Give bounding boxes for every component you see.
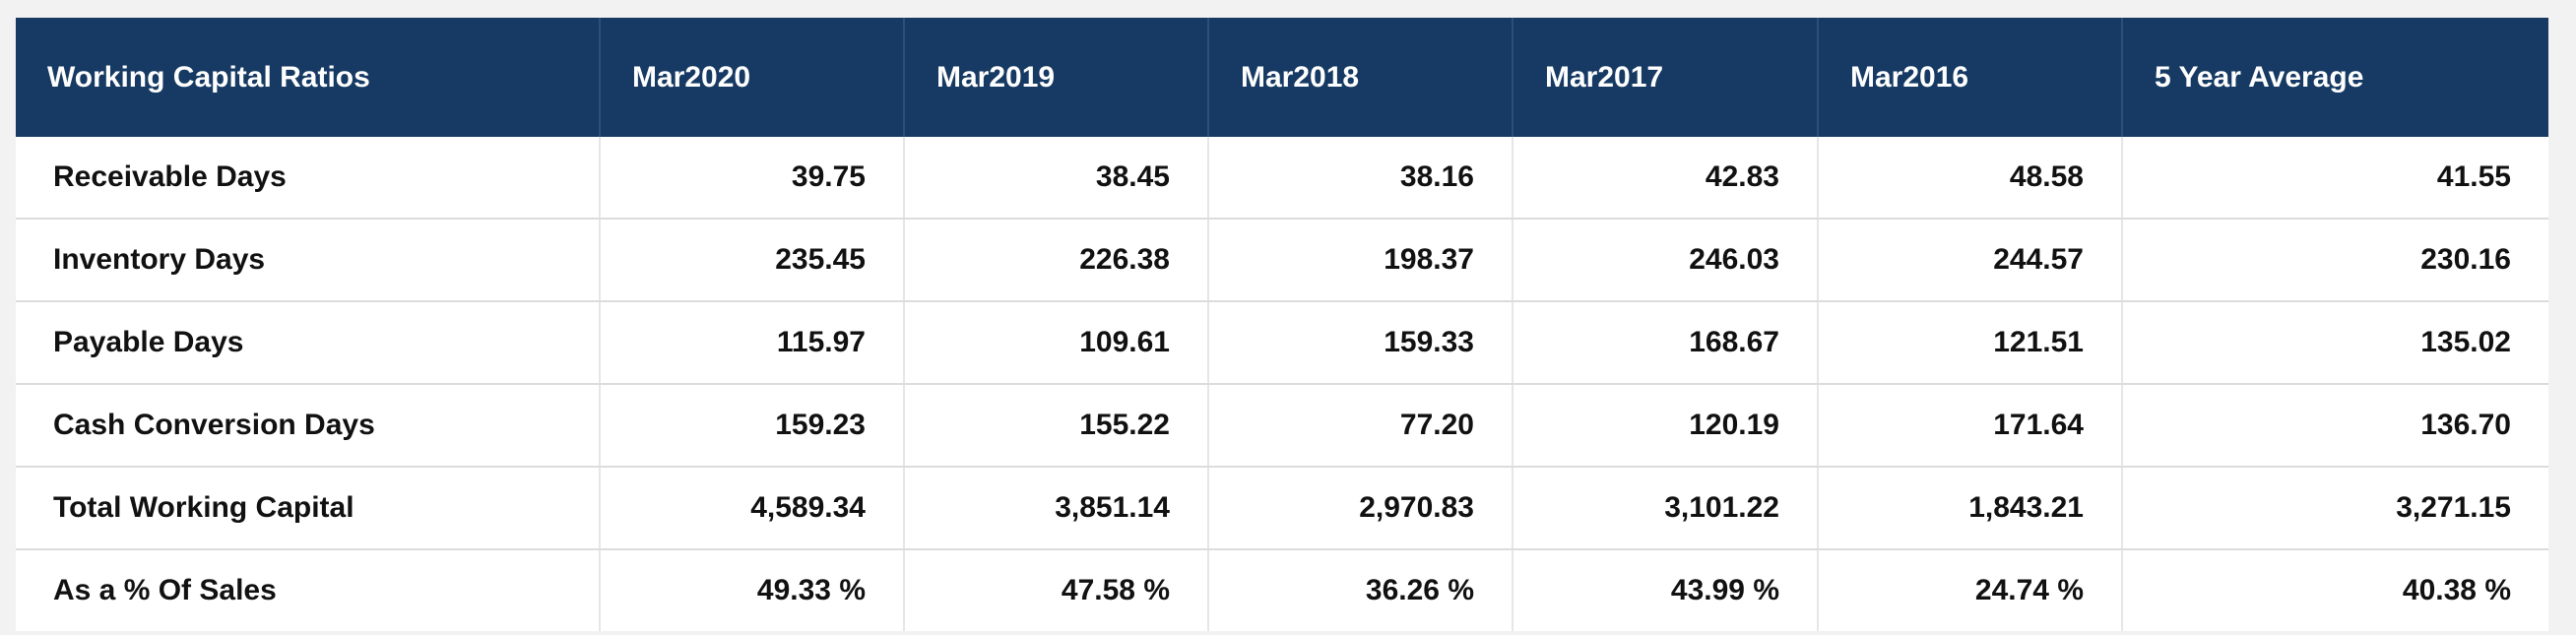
- table-cell: 159.33: [1208, 301, 1513, 385]
- table-cell: 2,970.83: [1208, 467, 1513, 550]
- header-mar2017: Mar2017: [1513, 18, 1819, 137]
- table-cell: 39.75: [600, 137, 905, 220]
- working-capital-table-container: Working Capital Ratios Mar2020 Mar2019 M…: [16, 18, 2548, 631]
- header-row: Working Capital Ratios Mar2020 Mar2019 M…: [16, 18, 2548, 137]
- table-cell: 235.45: [600, 219, 905, 302]
- table-cell: 226.38: [904, 219, 1209, 302]
- table-body: Receivable Days 39.75 38.45 38.16 42.83 …: [16, 137, 2548, 631]
- table-cell: 171.64: [1818, 384, 2123, 468]
- table-cell: 38.16: [1208, 137, 1513, 220]
- table-cell: 109.61: [904, 301, 1209, 385]
- table-cell: 136.70: [2122, 384, 2548, 468]
- table-cell: 41.55: [2122, 137, 2548, 220]
- table-cell: 246.03: [1513, 219, 1819, 302]
- table-cell: 155.22: [904, 384, 1209, 468]
- table-cell: 159.23: [600, 384, 905, 468]
- row-label: Inventory Days: [16, 219, 601, 302]
- table-cell: 230.16: [2122, 219, 2548, 302]
- table-cell: 36.26 %: [1208, 549, 1513, 631]
- table-row: Inventory Days 235.45 226.38 198.37 246.…: [16, 219, 2548, 302]
- table-cell: 3,271.15: [2122, 467, 2548, 550]
- table-cell: 3,851.14: [904, 467, 1209, 550]
- header-mar2016: Mar2016: [1818, 18, 2123, 137]
- table-row: Receivable Days 39.75 38.45 38.16 42.83 …: [16, 137, 2548, 220]
- row-label: Receivable Days: [16, 137, 601, 220]
- table-cell: 24.74 %: [1818, 549, 2123, 631]
- header-mar2020: Mar2020: [600, 18, 905, 137]
- table-cell: 244.57: [1818, 219, 2123, 302]
- table-cell: 3,101.22: [1513, 467, 1819, 550]
- table-header: Working Capital Ratios Mar2020 Mar2019 M…: [16, 18, 2548, 137]
- table-cell: 198.37: [1208, 219, 1513, 302]
- header-mar2018: Mar2018: [1208, 18, 1513, 137]
- table-row: Payable Days 115.97 109.61 159.33 168.67…: [16, 301, 2548, 385]
- working-capital-table: Working Capital Ratios Mar2020 Mar2019 M…: [16, 18, 2548, 631]
- scrollbar-track[interactable]: [2550, 0, 2576, 635]
- table-cell: 121.51: [1818, 301, 2123, 385]
- table-cell: 120.19: [1513, 384, 1819, 468]
- table-cell: 1,843.21: [1818, 467, 2123, 550]
- table-cell: 38.45: [904, 137, 1209, 220]
- row-label: Cash Conversion Days: [16, 384, 601, 468]
- table-cell: 42.83: [1513, 137, 1819, 220]
- table-cell: 135.02: [2122, 301, 2548, 385]
- table-cell: 77.20: [1208, 384, 1513, 468]
- table-cell: 47.58 %: [904, 549, 1209, 631]
- header-5-year-average: 5 Year Average: [2122, 18, 2548, 137]
- table-cell: 43.99 %: [1513, 549, 1819, 631]
- table-cell: 168.67: [1513, 301, 1819, 385]
- table-cell: 48.58: [1818, 137, 2123, 220]
- table-cell: 4,589.34: [600, 467, 905, 550]
- header-mar2019: Mar2019: [904, 18, 1209, 137]
- row-label: Payable Days: [16, 301, 601, 385]
- table-row: Cash Conversion Days 159.23 155.22 77.20…: [16, 384, 2548, 468]
- table-row: Total Working Capital 4,589.34 3,851.14 …: [16, 467, 2548, 550]
- header-working-capital-ratios: Working Capital Ratios: [16, 18, 601, 137]
- table-cell: 40.38 %: [2402, 574, 2511, 606]
- table-row: As a % Of Sales 49.33 % 47.58 % 36.26 % …: [16, 549, 2548, 631]
- table-cell: 49.33 %: [600, 549, 905, 631]
- row-label: Total Working Capital: [16, 467, 601, 550]
- table-cell: 115.97: [600, 301, 905, 385]
- row-label: As a % Of Sales: [16, 549, 601, 631]
